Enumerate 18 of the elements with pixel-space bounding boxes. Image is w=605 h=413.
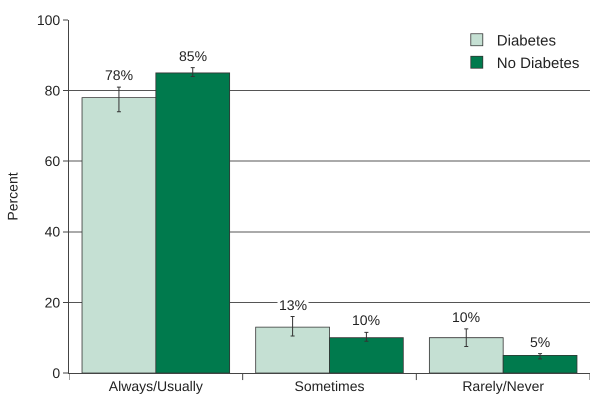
y-tick-label: 100 xyxy=(36,12,60,28)
y-tick-label: 20 xyxy=(44,294,60,310)
data-label: 10% xyxy=(352,312,380,328)
y-axis-title: Percent xyxy=(4,172,20,221)
data-label: 85% xyxy=(179,48,208,64)
data-label: 13% xyxy=(279,297,308,313)
data-label: 10% xyxy=(452,309,480,325)
legend-label: Diabetes xyxy=(496,32,556,50)
data-label: 78% xyxy=(105,67,134,83)
y-tick-label: 80 xyxy=(44,82,60,98)
y-tick-label: 60 xyxy=(44,153,60,170)
data-label: 5% xyxy=(530,334,550,350)
x-tick-label: Rarely/Never xyxy=(462,378,544,394)
legend-label: No Diabetes xyxy=(496,55,580,72)
x-tick-label: Always/Usually xyxy=(108,378,203,394)
x-tick-label: Sometimes xyxy=(294,378,365,394)
y-tick-label: 0 xyxy=(52,364,60,381)
y-tick-label: 40 xyxy=(44,224,60,240)
